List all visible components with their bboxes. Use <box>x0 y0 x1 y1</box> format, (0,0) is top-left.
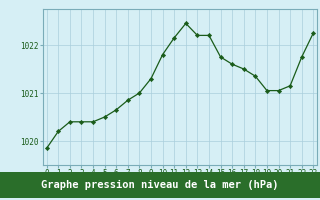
Text: Graphe pression niveau de la mer (hPa): Graphe pression niveau de la mer (hPa) <box>41 180 279 190</box>
